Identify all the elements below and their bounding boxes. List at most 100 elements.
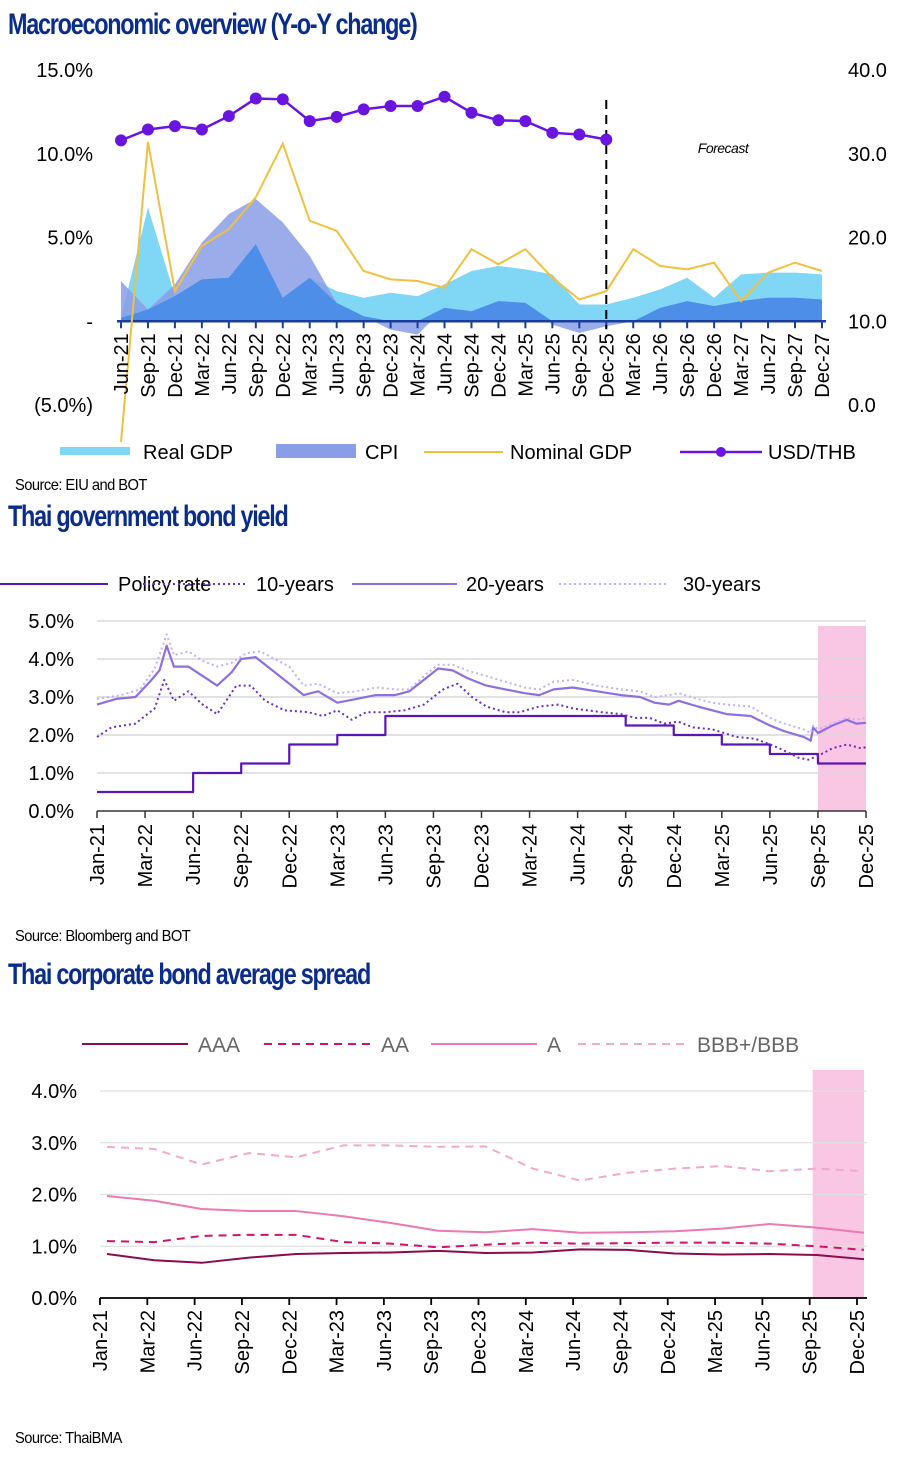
legend-label-30-years: 30-years [683, 574, 761, 596]
x-axis-tick-label: Mar-26 [623, 333, 645, 396]
x-axis-tick-label: Jun-22 [185, 1310, 207, 1371]
policy-rate-line [97, 714, 866, 794]
20-years-line [96, 644, 867, 742]
x-axis-tick-label: Sep-24 [461, 333, 483, 398]
usd-thb-marker [438, 90, 451, 103]
aa-line [106, 1233, 865, 1251]
x-axis-tick-label: Jun-26 [650, 333, 672, 394]
legend-label-cpi: CPI [365, 442, 398, 464]
corp-bond-spread-title: Thai corporate bond average spread [8, 958, 371, 991]
corp-bond-spread-chart: 4.0% 3.0% 2.0% 1.0% 0.0% Jan-21 Mar-22 Jun-22 Se… [31, 1034, 869, 1375]
left-axis-tick-label: (5.0%) [34, 395, 93, 417]
usd-thb-marker [141, 123, 154, 136]
x-axis-tick-label: Jun-24 [563, 1310, 585, 1371]
y-axis-tick-label: 0.0% [31, 1288, 77, 1310]
left-axis-tick-label: - [86, 311, 93, 333]
x-axis-tick-label: Sep-22 [246, 333, 268, 398]
x-axis-tick-label: Mar-23 [300, 333, 322, 396]
y-axis-tick-label: 4.0% [28, 649, 74, 671]
right-axis-tick-label: 20.0 [848, 228, 887, 250]
usd-thb-marker [600, 133, 613, 146]
left-axis-tick-label: 5.0% [47, 228, 93, 250]
legend-marker-usd-thb [716, 447, 726, 457]
legend-label-bbb-bbb: BBB+/BBB [697, 1034, 799, 1057]
x-axis-tick-label: Dec-24 [664, 824, 686, 888]
y-axis-tick-label: 1.0% [28, 763, 74, 785]
x-axis-tick-label: Mar-22 [137, 1310, 159, 1373]
y-axis-tick-label: 5.0% [28, 611, 74, 633]
usd-thb-marker [411, 100, 424, 113]
a-line [106, 1195, 865, 1234]
x-axis-tick-label: Jun-23 [374, 1310, 396, 1371]
legend-swatch-real-gdp [60, 447, 130, 455]
usd-thb-marker [519, 115, 532, 128]
x-axis-tick-label: Dec-25 [847, 1310, 869, 1374]
x-axis-tick-label: Mar-22 [192, 333, 214, 396]
corp-bond-spread-source: Source: ThaiBMA [15, 1430, 122, 1447]
x-axis-tick-label: Dec-27 [812, 333, 834, 397]
usd-thb-marker [168, 120, 181, 133]
x-axis-tick-label: Dec-21 [165, 333, 187, 397]
x-axis-tick-label: Jan-21 [90, 1310, 112, 1371]
x-axis-tick-label: Dec-24 [488, 333, 510, 397]
usd-thb-marker [357, 103, 370, 116]
x-axis-tick-label: Jun-25 [752, 1310, 774, 1371]
x-axis-tick-label: Sep-24 [616, 824, 638, 889]
30-years-line [96, 633, 867, 735]
y-axis-tick-label: 4.0% [31, 1081, 77, 1103]
y-axis-tick-label: 2.0% [28, 725, 74, 747]
y-axis-tick-label: 3.0% [31, 1133, 77, 1155]
nominal-gdp-line [120, 141, 823, 442]
legend-label-20-years: 20-years [466, 574, 544, 596]
usd-thb-marker [465, 106, 478, 119]
gov-bond-yield-chart: 5.0% 4.0% 3.0% 2.0% 1.0% 0.0% Jan-21 Mar-22 Jun-… [0, 574, 878, 889]
x-axis-tick-label: Sep-22 [231, 824, 253, 889]
macro-overview-title: Macroeconomic overview (Y-o-Y change) [8, 8, 418, 41]
usd-thb-marker [249, 92, 262, 105]
legend-label-usd-thb: USD/THB [768, 442, 856, 464]
x-axis-tick-label: Jun-27 [758, 333, 780, 394]
right-axis-tick-label: 10.0 [848, 311, 887, 333]
legend-label-aaa: AAA [198, 1034, 240, 1057]
legend-label-nominal-gdp: Nominal GDP [510, 442, 632, 464]
usd-thb-marker [384, 100, 397, 113]
legend-swatch-cpi [276, 444, 356, 458]
x-axis-tick-label: Sep-27 [785, 333, 807, 398]
x-axis-tick-label: Mar-24 [520, 824, 542, 887]
x-axis-tick-label: Sep-25 [800, 1310, 822, 1375]
x-axis-tick-label: Dec-22 [279, 1310, 301, 1374]
x-axis-tick-label: Sep-23 [421, 1310, 443, 1375]
y-axis-tick-label: 0.0% [28, 801, 74, 823]
x-axis-tick-label: Sep-21 [138, 333, 160, 398]
x-axis-tick-label: Sep-23 [354, 333, 376, 398]
x-axis-tick-label: Mar-25 [705, 1310, 727, 1373]
x-axis-tick-label: Mar-22 [135, 824, 157, 887]
10-years-line [96, 678, 867, 761]
left-axis-tick-label: 10.0% [36, 144, 93, 166]
x-axis-tick-label: Dec-25 [856, 824, 878, 888]
x-axis-tick-label: Dec-22 [279, 824, 301, 888]
x-axis-tick-label: Jun-24 [435, 333, 457, 394]
x-axis-tick-label: Dec-22 [273, 333, 295, 397]
x-axis-tick-label: Sep-24 [610, 1310, 632, 1375]
x-axis-tick-label: Jun-22 [183, 824, 205, 885]
usd-thb-marker [115, 134, 127, 147]
legend-label-aa: AA [381, 1034, 409, 1057]
gov-bond-yield-title: Thai government bond yield [8, 500, 289, 533]
real-gdp-cpi-overlap-area [121, 244, 822, 322]
x-axis-tick-label: Jun-21 [111, 333, 133, 394]
x-axis-tick-label: Sep-25 [808, 824, 830, 889]
bbb-bbb-line [106, 1144, 865, 1182]
x-axis-tick-label: Jun-25 [760, 824, 782, 885]
x-axis-tick-label: Mar-25 [712, 824, 734, 887]
x-axis-tick-label: Mar-25 [515, 333, 537, 396]
right-axis-tick-label: 40.0 [848, 60, 887, 82]
usd-thb-marker [222, 110, 235, 123]
usd-thb-marker [492, 114, 505, 127]
x-axis-tick-label: Jun-24 [568, 824, 590, 885]
usd-thb-marker [546, 126, 559, 139]
x-axis-tick-label: Jun-25 [542, 333, 564, 394]
macro-overview-source: Source: EIU and BOT [15, 477, 147, 494]
x-axis-tick-label: Mar-27 [731, 333, 753, 396]
gov-bond-yield-source: Source: Bloomberg and BOT [15, 928, 191, 945]
